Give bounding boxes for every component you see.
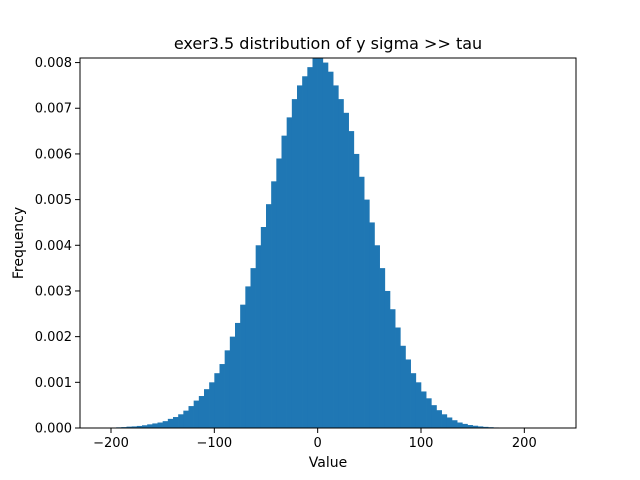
histogram-bar: [136, 425, 143, 428]
y-tick-label: 0.005: [35, 193, 72, 208]
y-tick-label: 0.006: [35, 147, 72, 162]
histogram-bar: [395, 327, 401, 428]
histogram-bar: [307, 67, 313, 428]
histogram-bar: [338, 99, 344, 429]
histogram-bar: [369, 222, 375, 428]
y-tick-label: 0.001: [35, 376, 72, 391]
x-tick-label: −200: [93, 436, 129, 451]
y-tick-label: 0.008: [35, 56, 72, 71]
histogram-bar: [204, 389, 210, 428]
histogram-bar: [441, 414, 448, 428]
histogram-bar: [400, 345, 406, 428]
histogram-bar: [198, 396, 205, 428]
histogram-bar: [312, 58, 318, 428]
histogram-bar: [214, 373, 220, 428]
x-tick-label: −100: [196, 436, 232, 451]
histogram-bar: [286, 117, 293, 428]
histogram-bar: [281, 135, 287, 428]
histogram-bar: [421, 391, 427, 428]
histogram-bar: [390, 309, 396, 428]
histogram-bar: [348, 131, 355, 428]
histogram-bar: [162, 421, 169, 428]
histogram-bar: [235, 322, 241, 428]
y-tick-label: 0.002: [35, 330, 72, 345]
histogram-bar: [291, 99, 298, 429]
histogram-bar: [147, 424, 153, 428]
histogram-bar: [333, 85, 339, 428]
histogram-bar: [297, 85, 303, 428]
histogram-bar: [364, 199, 370, 428]
histogram-bar: [193, 400, 200, 428]
histogram-bar: [384, 290, 391, 428]
histogram-bar: [462, 423, 468, 428]
histogram-bar: [374, 245, 380, 428]
histogram-bar: [353, 153, 360, 428]
histogram-bar: [431, 405, 437, 428]
histogram-bar: [317, 58, 324, 428]
histogram-bar: [250, 268, 256, 428]
histogram-bar: [359, 176, 365, 428]
histogram-bar: [379, 268, 386, 428]
histogram-bar: [178, 414, 184, 428]
histogram-bar: [131, 426, 138, 428]
histogram-bar: [472, 425, 479, 428]
histogram-bar: [446, 417, 453, 428]
histogram-bar: [457, 422, 463, 428]
histogram-bar: [173, 417, 179, 428]
histogram-bar: [260, 227, 267, 428]
histogram-bar: [343, 112, 349, 428]
histogram-bar: [209, 382, 215, 428]
histogram-bar: [224, 350, 231, 428]
histogram-bar: [452, 420, 458, 428]
histogram-bar: [483, 426, 489, 428]
histogram-bar: [219, 364, 225, 428]
histogram-bar: [467, 425, 473, 428]
histogram-bar: [255, 245, 262, 428]
histogram-bar: [152, 423, 158, 428]
histogram-bar: [245, 286, 251, 428]
histogram-bar: [183, 410, 189, 428]
x-tick-label: 0: [314, 436, 322, 451]
histogram-bar: [426, 398, 432, 428]
histogram-bar: [328, 71, 334, 428]
x-tick-label: 100: [409, 436, 434, 451]
y-tick-label: 0.007: [35, 102, 72, 117]
plot-frame: [79, 57, 577, 429]
histogram-bar: [240, 304, 246, 428]
y-ticks: 0.000 0.001 0.002 0.003 0.004 0.005 0.006 0.007…: [35, 56, 80, 437]
chart-title: exer3.5 distribution of y sigma >> tau: [174, 34, 482, 53]
histogram-bar: [266, 204, 272, 428]
histogram-bar: [477, 426, 484, 428]
histogram-bar: [302, 76, 308, 429]
histogram-bar: [405, 359, 411, 428]
histogram-bar: [415, 382, 422, 428]
histogram-bar: [157, 422, 163, 428]
histogram-bar: [271, 181, 277, 428]
histogram-bar: [436, 410, 442, 428]
histogram-bar: [126, 426, 132, 428]
y-tick-label: 0.004: [35, 239, 72, 254]
y-tick-label: 0.000: [35, 422, 72, 437]
bars-layer: [100, 58, 556, 429]
histogram-bar: [276, 158, 282, 429]
x-axis-label: Value: [309, 455, 347, 471]
x-tick-label: 200: [512, 436, 537, 451]
y-axis-label: Frequency: [11, 207, 27, 279]
histogram-bar: [142, 425, 148, 428]
histogram-bar: [410, 373, 417, 428]
histogram-bar: [229, 336, 236, 428]
x-ticks: −200 −100 0 100 200: [93, 428, 537, 451]
histogram-bar: [167, 418, 174, 428]
y-tick-label: 0.003: [35, 284, 72, 299]
histogram-bar: [322, 62, 329, 428]
histogram-bar: [188, 406, 194, 428]
